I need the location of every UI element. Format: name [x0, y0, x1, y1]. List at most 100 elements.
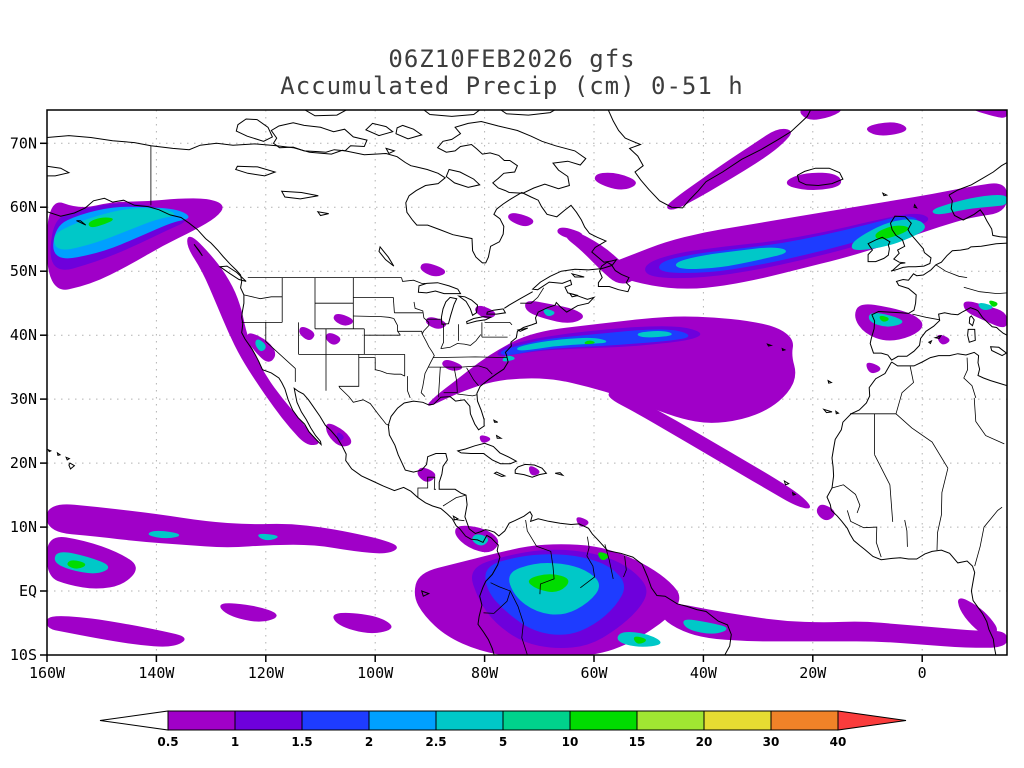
- colorbar-box: [770, 710, 839, 731]
- precip-region-level-2.5: [517, 337, 607, 351]
- colorbar-box: [435, 710, 504, 731]
- axis-ticks: [40, 142, 923, 662]
- map-frame: [46, 109, 1008, 656]
- precip-shading: [47, 110, 1007, 655]
- colorbar-tick-label: 2.5: [425, 735, 446, 749]
- precip-region-level-0.5: [508, 213, 534, 227]
- precip-region-level-0.5: [417, 467, 436, 482]
- precip-region-level-0.5: [299, 327, 315, 340]
- colorbar-tick-label: 5: [499, 735, 507, 749]
- lon-tick-label: 160W: [29, 664, 66, 682]
- colorbar-box: [703, 710, 772, 731]
- precip-region-level-0.5: [867, 122, 907, 136]
- lon-tick-label: 40W: [690, 664, 718, 682]
- precip-region-level-0.5: [786, 172, 842, 190]
- lon-tick-label: 80W: [471, 664, 499, 682]
- precip-region-level-0.5: [963, 301, 1007, 328]
- precip-region-level-0.5: [47, 616, 185, 647]
- colorbar-legend: 0.5 1 1.5 2 2.5 5 10 15 20 30 40: [99, 710, 907, 749]
- lon-tick-label: 100W: [357, 664, 394, 682]
- lon-tick-label: 120W: [248, 664, 285, 682]
- precip-region-level-0.5: [333, 314, 354, 326]
- chart-title-line2: Accumulated Precip (cm) 0-51 h: [280, 72, 744, 100]
- precip-region-level-2.5: [148, 530, 180, 539]
- colorbar-box: [368, 710, 437, 731]
- lat-tick-label: 10N: [10, 518, 37, 536]
- precip-region-level-2.5: [258, 533, 278, 541]
- precip-region-level-0.5: [325, 333, 341, 345]
- state-borders: [241, 277, 545, 426]
- lat-tick-label: 40N: [10, 326, 37, 344]
- colorbar-box: [167, 710, 236, 731]
- precip-region-level-2.5: [255, 339, 266, 352]
- lat-tick-label: 70N: [10, 134, 37, 152]
- precip-region-level-0.5: [479, 435, 491, 443]
- precip-region-level-0.5: [958, 598, 997, 637]
- precip-region-level-10: [989, 300, 998, 307]
- colorbar-tick-label: 15: [629, 735, 646, 749]
- precip-region-level-10: [584, 340, 595, 345]
- precip-region-level-0.5: [220, 603, 277, 622]
- precip-region-level-10: [88, 217, 113, 228]
- map-content: [47, 110, 1007, 655]
- precip-region-level-0.5: [333, 612, 392, 634]
- precip-region-level-2.5: [675, 247, 786, 270]
- lat-tick-label: EQ: [19, 582, 37, 600]
- lat-tick-label: 60N: [10, 198, 37, 216]
- colorbar-box: [301, 710, 370, 731]
- colorbar-tick-label: 10: [562, 735, 579, 749]
- precip-region-level-0.5: [667, 128, 791, 210]
- precip-region-level-2.5: [637, 331, 672, 338]
- precip-region-level-2.5: [54, 207, 175, 250]
- colorbar-over-arrow: [837, 710, 907, 731]
- precip-region-level-2.5: [978, 303, 993, 310]
- precip-region-level-0.5: [608, 390, 810, 509]
- precip-region-level-0.5: [47, 504, 397, 554]
- colorbar-under-arrow: [99, 710, 169, 731]
- colorbar-box: [502, 710, 571, 731]
- coastlines: [47, 110, 1007, 655]
- precip-region-level-0.5: [594, 172, 636, 190]
- precip-region-level-0.5: [557, 227, 583, 240]
- precip-region-level-0.5: [937, 334, 950, 345]
- lon-tick-label: 140W: [138, 664, 175, 682]
- precip-region-level-0.5: [475, 305, 496, 319]
- precip-region-level-2.5: [683, 619, 727, 634]
- lat-tick-label: 50N: [10, 262, 37, 280]
- lon-tick-label: 60W: [580, 664, 608, 682]
- lat-tick-label: 10S: [10, 646, 37, 664]
- precip-region-level-0.5: [425, 317, 447, 329]
- colorbar-tick-label: 0.5: [157, 735, 178, 749]
- colorbar-tick-label: 20: [696, 735, 713, 749]
- precip-region-level-0.5: [662, 604, 1007, 648]
- precip-region-level-2.5: [472, 534, 489, 546]
- precip-region-level-10: [633, 636, 646, 644]
- lon-tick-label: 20W: [799, 664, 827, 682]
- precip-region-level-10: [879, 315, 889, 322]
- precip-region-level-0.5: [529, 466, 540, 476]
- colorbar-tick-label: 2: [365, 735, 373, 749]
- colorbar-tick-label: 1: [231, 735, 239, 749]
- precip-region-level-0.5: [816, 504, 835, 521]
- precip-region-level-0.5: [442, 360, 463, 371]
- precip-region-level-0.5: [866, 362, 881, 374]
- colorbar-box: [569, 710, 638, 731]
- lat-tick-label: 20N: [10, 454, 37, 472]
- precip-region-level-10: [67, 560, 86, 569]
- colorbar-tick-label: 1.5: [291, 735, 312, 749]
- colorbar-tick-label: 30: [763, 735, 780, 749]
- colorbar-box: [234, 710, 303, 731]
- precip-region-level-10: [875, 225, 909, 240]
- precip-region-level-10: [528, 574, 569, 592]
- chart-title: 06Z10FEB2026 gfs Accumulated Precip (cm)…: [0, 46, 1024, 100]
- precip-region-level-0.5: [187, 236, 319, 446]
- precip-region-level-0.5: [974, 110, 1007, 118]
- chart-title-line1: 06Z10FEB2026 gfs: [388, 45, 636, 73]
- colorbar-box: [636, 710, 705, 731]
- precip-region-level-2.5: [543, 309, 555, 317]
- precip-region-level-0.5: [420, 263, 446, 277]
- colorbar-tick-label: 40: [830, 735, 847, 749]
